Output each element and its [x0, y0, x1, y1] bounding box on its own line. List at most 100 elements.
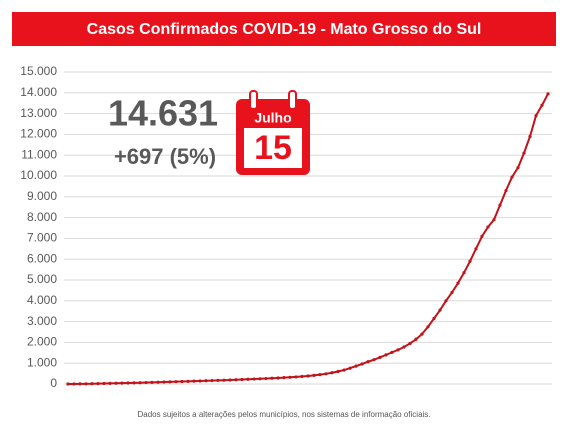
point [186, 379, 190, 383]
y-tick-label: 11.000 [21, 147, 57, 161]
point [192, 379, 196, 383]
point [198, 379, 202, 383]
point [414, 337, 418, 341]
title-banner [12, 12, 556, 46]
point [216, 378, 220, 383]
point [294, 375, 298, 379]
point [522, 151, 526, 155]
chart-title: Casos Confirmados COVID-19 - Mato Grosso… [87, 21, 482, 38]
point [144, 380, 148, 385]
point [474, 247, 478, 251]
point [180, 379, 184, 384]
point [138, 381, 142, 385]
point [480, 234, 484, 238]
y-tick-label: 1.000 [27, 355, 57, 369]
y-tick-label: 8.000 [27, 210, 57, 224]
point [96, 381, 100, 386]
point [210, 378, 214, 383]
point [510, 175, 514, 179]
point [168, 380, 172, 384]
point [498, 203, 502, 207]
point [396, 348, 400, 352]
y-tick-label: 3.000 [27, 314, 57, 328]
y-tick-label: 7.000 [27, 231, 57, 245]
y-tick-label: 14.000 [20, 85, 57, 99]
point [78, 382, 82, 386]
point [408, 341, 412, 346]
point [234, 378, 238, 382]
point [342, 368, 346, 372]
y-tick-label: 5.000 [27, 272, 57, 286]
series [66, 92, 550, 386]
y-tick-label: 0 [50, 376, 57, 390]
point [108, 381, 112, 385]
point [486, 225, 490, 229]
point [132, 381, 136, 385]
point [420, 332, 424, 336]
point [264, 376, 268, 381]
point [402, 345, 406, 349]
y-tick-label: 2.000 [27, 335, 57, 349]
point [516, 166, 520, 170]
point [372, 358, 376, 362]
daily-change: +697 (5%) [114, 144, 216, 169]
y-tick-label: 10.000 [20, 168, 57, 182]
point [468, 259, 472, 263]
point [492, 218, 496, 222]
point [156, 380, 160, 384]
point [84, 382, 88, 386]
point [120, 381, 124, 385]
point [444, 299, 448, 303]
point [252, 377, 256, 381]
point [366, 360, 370, 364]
point [102, 381, 106, 386]
point [348, 366, 352, 370]
y-tick-label: 6.000 [27, 251, 57, 265]
calendar-icon: Julho 15 [236, 90, 310, 175]
footnote: Dados sujeitos a alterações pelos municí… [137, 410, 430, 419]
point [324, 372, 328, 376]
point [90, 382, 94, 386]
point [504, 188, 508, 193]
y-tick-label: 9.000 [27, 189, 57, 203]
point [336, 369, 340, 374]
calendar-day: 15 [254, 129, 292, 167]
point [450, 290, 454, 295]
point [426, 325, 430, 329]
point [312, 373, 316, 377]
point [300, 374, 304, 379]
point [150, 380, 154, 384]
point [162, 380, 166, 384]
point [318, 373, 322, 377]
point [258, 377, 262, 381]
point [306, 374, 310, 378]
calendar-month: Julho [254, 110, 291, 126]
point [72, 382, 76, 386]
point [540, 103, 544, 107]
point [390, 350, 394, 354]
point [282, 376, 286, 380]
point [66, 382, 70, 386]
point [240, 377, 244, 382]
point [174, 380, 178, 384]
point [546, 92, 550, 96]
y-tick-label: 15.000 [20, 64, 57, 78]
point [378, 355, 382, 359]
point [438, 308, 442, 312]
point [114, 381, 118, 385]
point [384, 353, 388, 357]
y-tick-label: 4.000 [27, 293, 57, 307]
point [528, 134, 532, 139]
point [354, 364, 358, 368]
y-tick-label: 13.000 [20, 106, 57, 120]
point [204, 379, 208, 383]
point [534, 114, 538, 118]
point [360, 362, 364, 366]
y-tick-label: 12.000 [20, 127, 57, 141]
point [222, 378, 226, 382]
point [246, 377, 250, 381]
total-cases: 14.631 [108, 93, 218, 134]
point [270, 376, 274, 380]
point [228, 378, 232, 382]
